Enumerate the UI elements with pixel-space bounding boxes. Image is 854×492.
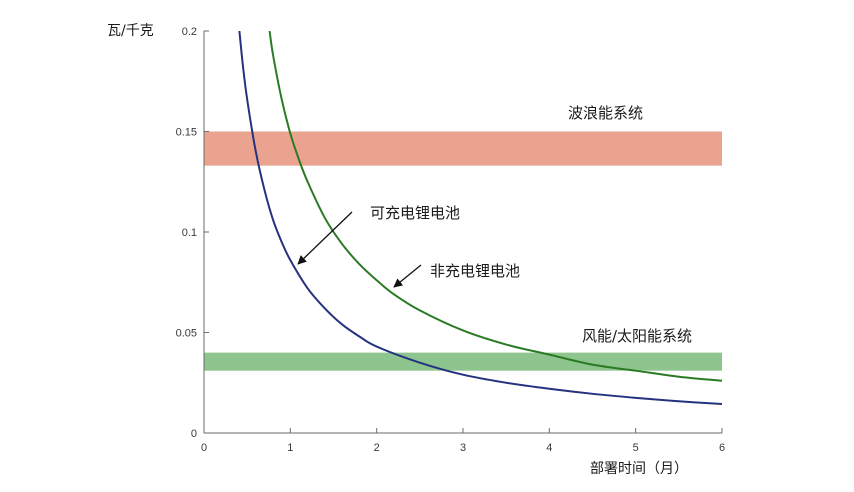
x-tick-label: 1 (287, 442, 293, 454)
y-tick-label: 0.05 (176, 327, 197, 339)
series-line-non-rechargeable-lithium-battery (268, 31, 722, 382)
x-tick-label: 2 (374, 442, 380, 454)
x-tick-label: 3 (460, 442, 466, 454)
band-label-wave-energy-system: 波浪能系统 (568, 104, 643, 122)
y-tick-label: 0.1 (182, 227, 197, 239)
annotation-label-non-rechargeable-lithium-battery: 非充电锂电池 (430, 262, 520, 280)
band-wave-energy-system (204, 131, 722, 166)
annotation-arrow-non-rechargeable-lithium-battery (393, 264, 422, 288)
x-axis-label: 部署时间（月） (590, 461, 688, 477)
x-tick-label: 4 (546, 442, 552, 454)
axes: 0 0.05 0.1 0.15 0.2 0 1 2 3 4 5 6 (176, 26, 725, 454)
y-tick-label: 0.2 (182, 26, 197, 38)
band-wind-solar-system (204, 352, 722, 371)
x-tick-label: 5 (633, 442, 639, 454)
series-group (238, 31, 722, 406)
x-ticks: 0 1 2 3 4 5 6 (201, 428, 725, 454)
series-line-rechargeable-lithium-battery (238, 31, 722, 406)
x-tick-label: 0 (201, 442, 207, 454)
annotation-label-rechargeable-lithium-battery: 可充电锂电池 (370, 204, 460, 222)
annotation-arrow-rechargeable-lithium-battery (297, 211, 353, 265)
y-axis-label: 瓦/千克 (107, 23, 154, 39)
bands (204, 131, 722, 371)
x-tick-label: 6 (719, 442, 725, 454)
y-tick-label: 0.15 (176, 126, 197, 138)
band-label-wind-solar-system: 风能/太阳能系统 (582, 327, 692, 345)
y-tick-label: 0 (191, 428, 197, 440)
y-ticks: 0 0.05 0.1 0.15 0.2 (176, 26, 209, 440)
